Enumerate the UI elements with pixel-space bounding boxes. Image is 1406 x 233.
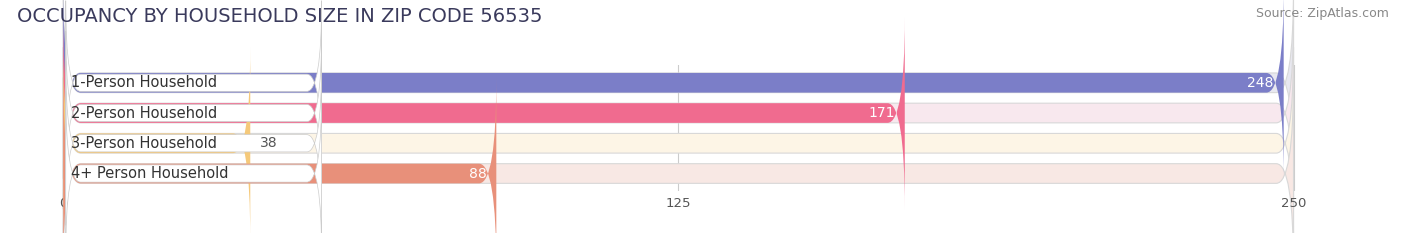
FancyBboxPatch shape: [63, 47, 1294, 233]
Text: 88: 88: [468, 167, 486, 181]
FancyBboxPatch shape: [63, 78, 496, 233]
FancyBboxPatch shape: [66, 61, 322, 225]
Text: 38: 38: [260, 136, 278, 150]
FancyBboxPatch shape: [66, 1, 322, 165]
FancyBboxPatch shape: [63, 17, 1294, 209]
FancyBboxPatch shape: [63, 0, 1294, 179]
FancyBboxPatch shape: [63, 17, 905, 209]
Text: 1-Person Household: 1-Person Household: [70, 75, 217, 90]
Text: 248: 248: [1247, 76, 1274, 90]
FancyBboxPatch shape: [66, 91, 322, 233]
FancyBboxPatch shape: [63, 0, 1284, 179]
FancyBboxPatch shape: [63, 78, 1294, 233]
FancyBboxPatch shape: [66, 31, 322, 195]
Text: 2-Person Household: 2-Person Household: [70, 106, 217, 120]
Text: Source: ZipAtlas.com: Source: ZipAtlas.com: [1256, 7, 1389, 20]
Text: 4+ Person Household: 4+ Person Household: [70, 166, 228, 181]
Text: OCCUPANCY BY HOUSEHOLD SIZE IN ZIP CODE 56535: OCCUPANCY BY HOUSEHOLD SIZE IN ZIP CODE …: [17, 7, 543, 26]
Text: 3-Person Household: 3-Person Household: [70, 136, 217, 151]
FancyBboxPatch shape: [63, 47, 250, 233]
Text: 171: 171: [869, 106, 896, 120]
